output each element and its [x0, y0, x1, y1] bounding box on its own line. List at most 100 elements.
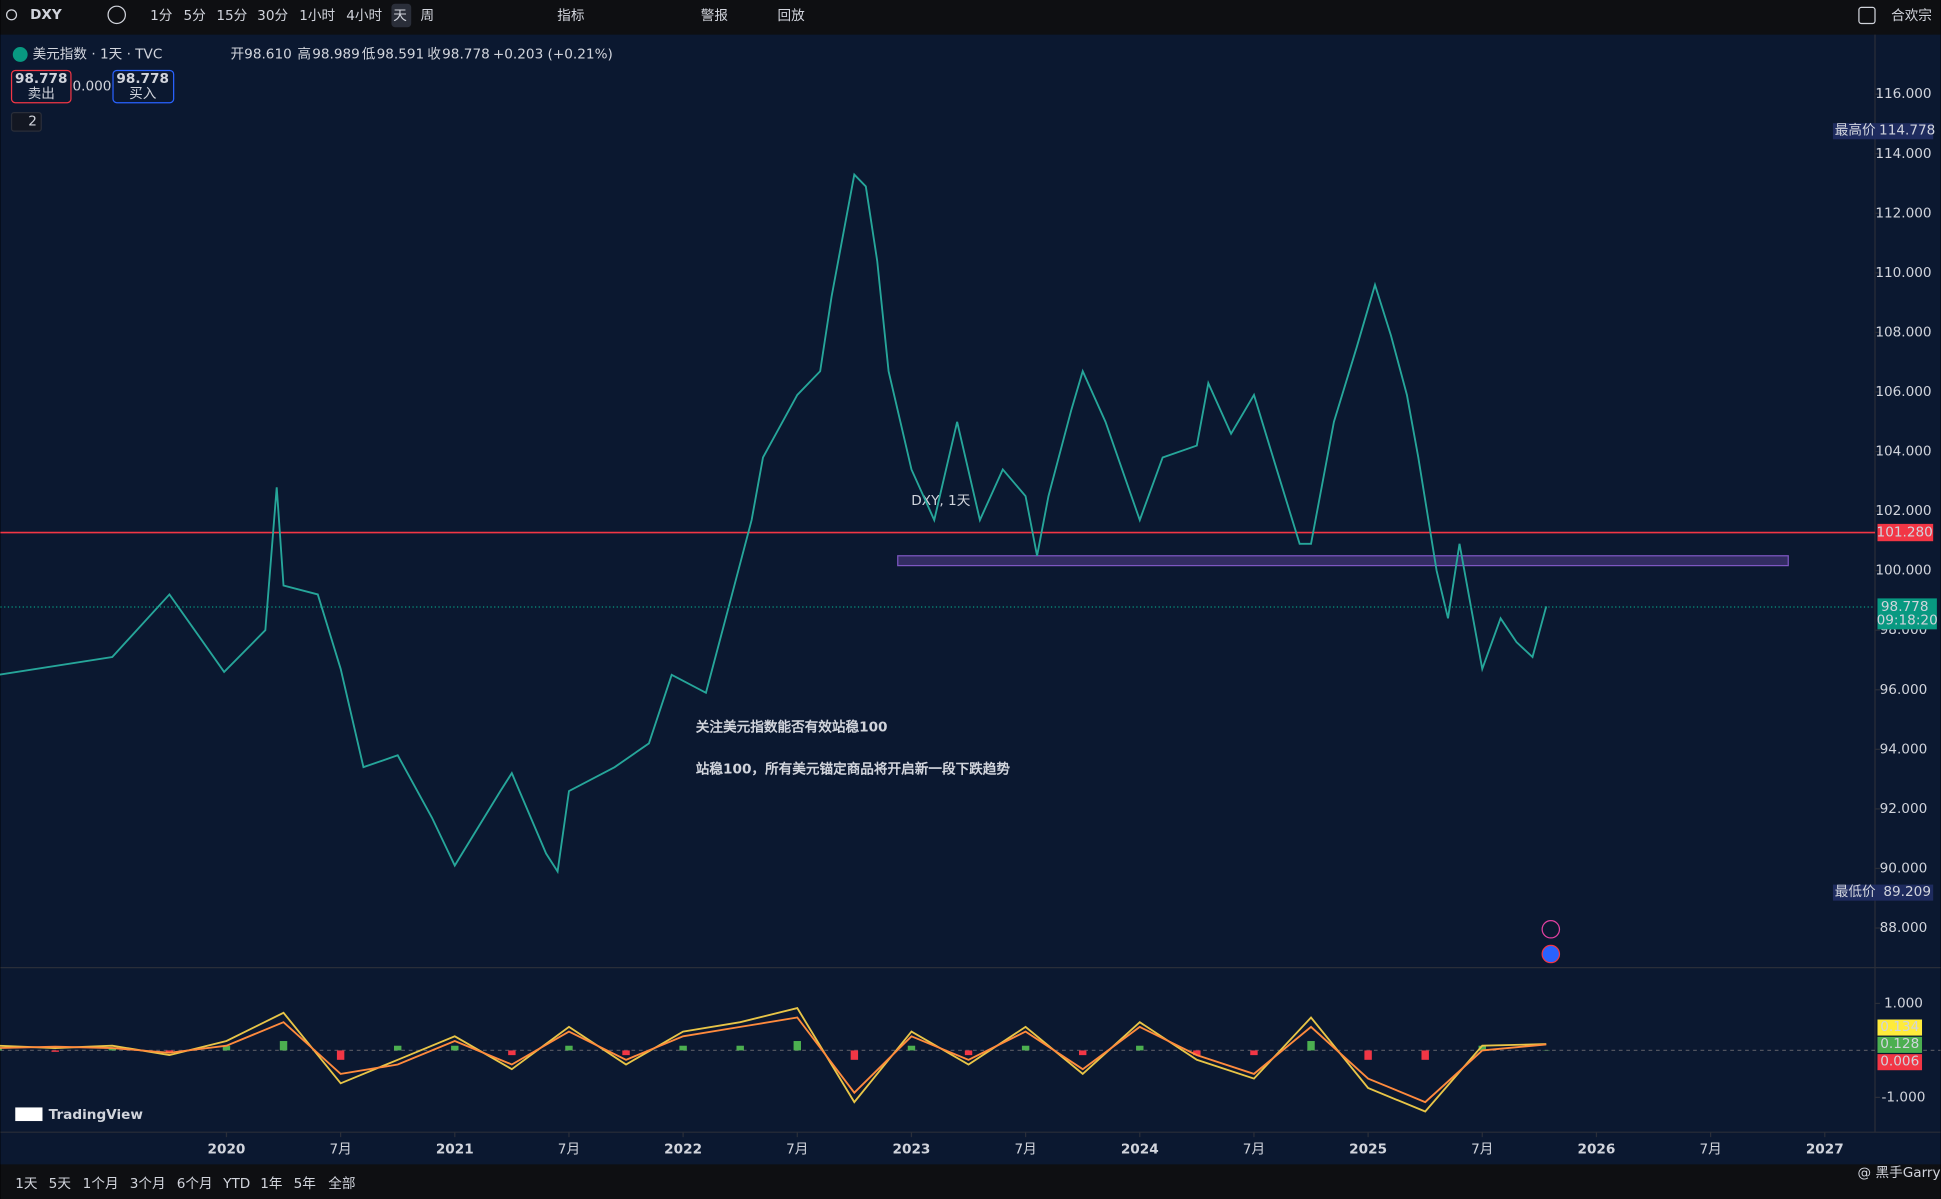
last-price-label: 98.778 [1881, 599, 1929, 615]
y-tick-label: 94.000 [1880, 741, 1928, 757]
x-tick-label: 7月 [1014, 1142, 1036, 1158]
range-button[interactable]: 1天 [15, 1176, 38, 1192]
y-tick-label: 116.000 [1875, 86, 1931, 102]
ohlc-value: 98.778 [442, 46, 490, 62]
histogram-bar [793, 1041, 801, 1051]
sell-box[interactable] [10, 69, 72, 104]
y-tick-label: 102.000 [1875, 503, 1931, 519]
interval-button[interactable]: 周 [420, 8, 434, 24]
indicator-badge-label: 0.128 [1880, 1036, 1919, 1052]
chart-area [0, 34, 1941, 1165]
collapse-box[interactable] [10, 111, 42, 132]
x-tick-label: 7月 [329, 1142, 351, 1158]
event-icon[interactable] [1541, 919, 1561, 939]
active-interval-bg [391, 3, 412, 28]
account-button[interactable]: 合欢宗 [1891, 8, 1932, 24]
replay-button[interactable]: 回放 [777, 8, 805, 24]
support-zone [897, 555, 1789, 567]
watermark: DXY, 1天 [911, 493, 970, 509]
interval-button[interactable]: 15分 [216, 8, 247, 24]
y-tick-label: 112.000 [1875, 205, 1931, 221]
ohlc-value: 98.591 [377, 46, 425, 62]
indicator-badge-label: 0.006 [1880, 1054, 1919, 1070]
histogram-bar [336, 1050, 345, 1060]
ohlc-value: 98.610 [244, 46, 292, 62]
range-button[interactable]: 5天 [49, 1176, 72, 1192]
histogram-bar [964, 1050, 973, 1056]
sell-label: 卖出 [28, 86, 55, 102]
x-tick-label: 2022 [664, 1142, 702, 1158]
x-tick-label: 7月 [558, 1142, 580, 1158]
buy-box[interactable] [112, 69, 175, 104]
layout-icon[interactable] [1858, 6, 1876, 25]
flag-icon[interactable] [1541, 944, 1561, 964]
x-tick-label: 2026 [1577, 1142, 1615, 1158]
interval-button[interactable]: 5分 [184, 8, 207, 24]
buy-price: 98.778 [116, 71, 169, 87]
y-tick-label: 104.000 [1875, 444, 1931, 460]
high-badge-value: 114.778 [1879, 123, 1935, 139]
indicator-badge [1877, 1019, 1923, 1036]
price-line [0, 172, 1548, 875]
ohlc-label: 收 [427, 46, 441, 62]
credit: @ 黑手Garry [1858, 1165, 1941, 1181]
histogram-bar [279, 1041, 288, 1051]
spread: 0.000 [72, 79, 111, 95]
y-tick-label: 108.000 [1875, 324, 1931, 340]
x-tick-label: 7月 [786, 1142, 808, 1158]
add-symbol[interactable] [107, 5, 127, 25]
histogram-bar [1307, 1041, 1315, 1051]
x-tick-label: 2025 [1349, 1142, 1387, 1158]
price-line [0, 1016, 1547, 1104]
price-badge [1877, 523, 1934, 542]
histogram-bar [1021, 1045, 1030, 1051]
interval-button[interactable]: 1小时 [299, 8, 335, 24]
interval-button[interactable]: 4小时 [346, 8, 382, 24]
price-badge-label: 101.280 [1877, 525, 1933, 541]
alert-button[interactable]: 警报 [701, 8, 729, 24]
indicator-count: 2 [28, 113, 37, 129]
price-line [0, 1007, 1547, 1113]
interval-button[interactable]: 30分 [257, 8, 288, 24]
y-tick-label: -1.000 [1882, 1089, 1926, 1105]
high-badge-name: 最高价 [1835, 122, 1876, 139]
histogram-bar [222, 1045, 231, 1051]
brand-logo [15, 1107, 43, 1122]
low-badge-name: 最低价 [1835, 884, 1876, 900]
ohlc-value: 98.989 [312, 46, 360, 62]
range-button[interactable]: YTD [222, 1176, 250, 1192]
histogram-bar [165, 1050, 174, 1053]
histogram-bar [1193, 1050, 1201, 1056]
indicators-button[interactable]: 指标 [557, 8, 585, 24]
histogram-bar [1478, 1045, 1486, 1051]
x-tick-label: 2020 [208, 1142, 246, 1158]
range-button[interactable]: 5年 [294, 1176, 316, 1192]
interval-button[interactable]: 1分 [150, 8, 173, 24]
interval-button[interactable]: 天 [393, 8, 407, 24]
range-button[interactable]: 全部 [328, 1175, 355, 1192]
x-tick-label: 2023 [893, 1142, 931, 1158]
annotation: 站稳100，所有美元锚定商品将开启新一段下跌趋势 [696, 761, 1011, 778]
countdown-label: 09:18:20 [1877, 613, 1938, 629]
y-tick-label: 88.000 [1880, 920, 1928, 936]
symbol-logo [12, 47, 28, 62]
search-icon[interactable] [5, 9, 18, 21]
symbol[interactable]: DXY [30, 7, 62, 23]
x-tick-label: 2027 [1806, 1142, 1844, 1158]
indicator-badge [1877, 1036, 1923, 1053]
range-button[interactable]: 1个月 [83, 1176, 119, 1192]
histogram-bar [393, 1045, 402, 1051]
histogram-bar [451, 1045, 459, 1051]
ohlc-label: 低 [362, 46, 376, 62]
histogram-bar [1364, 1050, 1372, 1060]
histogram-bar [0, 1048, 2, 1051]
histogram-bar [736, 1045, 744, 1051]
range-button[interactable]: 3个月 [130, 1176, 166, 1192]
y-tick-label: 110.000 [1875, 265, 1931, 281]
high-badge [1832, 123, 1934, 140]
range-button[interactable]: 1年 [260, 1176, 282, 1192]
low-badge-value: 89.209 [1883, 884, 1931, 900]
range-button[interactable]: 6个月 [177, 1176, 213, 1192]
